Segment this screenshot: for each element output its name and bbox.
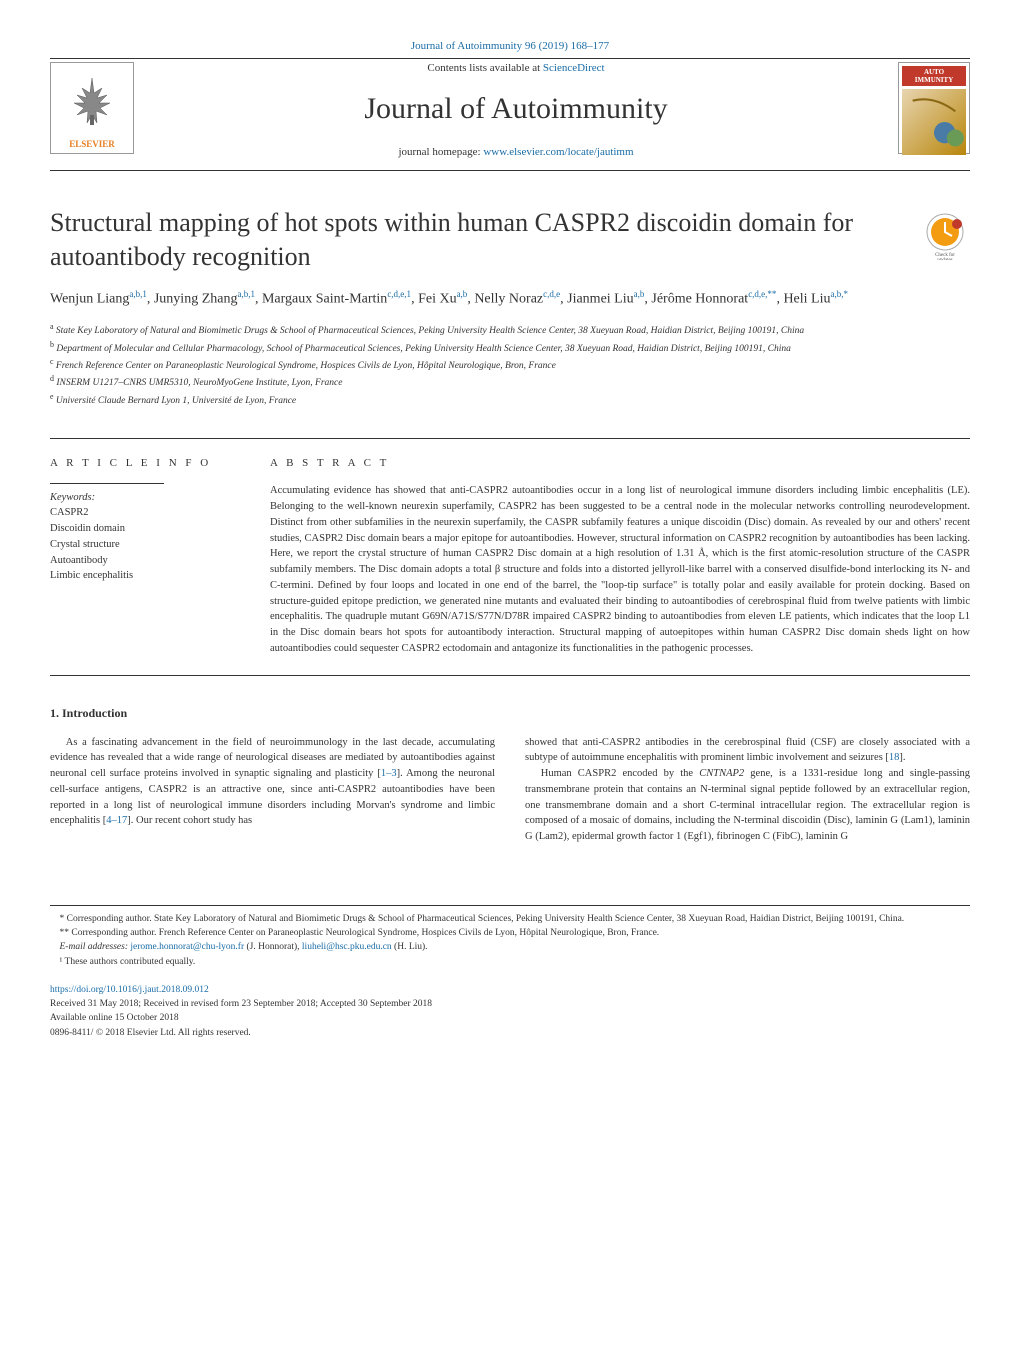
introduction-heading: 1. Introduction <box>50 706 970 721</box>
abstract-column: A B S T R A C T Accumulating evidence ha… <box>270 457 970 656</box>
contents-prefix: Contents lists available at <box>427 62 542 74</box>
affiliation-c: c French Reference Center on Paraneoplas… <box>50 356 970 373</box>
affiliations: a State Key Laboratory of Natural and Bi… <box>50 321 970 408</box>
intro-columns: As a fascinating advancement in the fiel… <box>50 735 970 845</box>
equal-contribution-note: ¹ These authors contributed equally. <box>50 955 970 969</box>
authors-line: Wenjun Lianga,b,1, Junying Zhanga,b,1, M… <box>50 288 970 310</box>
journal-citation[interactable]: Journal of Autoimmunity 96 (2019) 168–17… <box>50 40 970 52</box>
homepage-prefix: journal homepage: <box>398 146 483 158</box>
corresponding-author-2: ** Corresponding author. French Referenc… <box>50 926 970 940</box>
publisher-name: ELSEVIER <box>69 139 115 149</box>
check-updates-icon[interactable]: Check for updates <box>920 210 970 260</box>
email-name-2: (H. Liu). <box>392 942 428 952</box>
publisher-logo[interactable]: ELSEVIER <box>50 62 134 154</box>
email-link-2[interactable]: liuheli@hsc.pku.edu.cn <box>302 942 392 952</box>
email-link-1[interactable]: jerome.honnorat@chu-lyon.fr <box>130 942 244 952</box>
article-info-column: A R T I C L E I N F O Keywords: CASPR2Di… <box>50 457 270 656</box>
footer-bottom: https://doi.org/10.1016/j.jaut.2018.09.0… <box>50 983 970 1040</box>
cover-graphic-icon <box>902 89 966 155</box>
keywords-label: Keywords: <box>50 492 240 503</box>
footer-notes: * Corresponding author. State Key Labora… <box>50 905 970 969</box>
svg-text:updates: updates <box>937 258 952 260</box>
info-rule <box>50 483 164 484</box>
header-row: ELSEVIER Contents lists available at Sci… <box>50 62 970 171</box>
header-center: Contents lists available at ScienceDirec… <box>134 62 898 158</box>
cover-title: AUTO IMMUNITY <box>902 66 966 86</box>
available-online: Available online 15 October 2018 <box>50 1011 970 1025</box>
dates-line: Received 31 May 2018; Received in revise… <box>50 997 970 1011</box>
affiliation-e: e Université Claude Bernard Lyon 1, Univ… <box>50 391 970 408</box>
email-name-1: (J. Honnorat), <box>244 942 302 952</box>
elsevier-tree-icon <box>62 67 122 139</box>
sciencedirect-link[interactable]: ScienceDirect <box>543 62 605 74</box>
header-rule <box>50 58 970 59</box>
affiliation-a: a State Key Laboratory of Natural and Bi… <box>50 321 970 338</box>
emails-prefix: E-mail addresses: <box>60 942 131 952</box>
affiliation-b: b Department of Molecular and Cellular P… <box>50 339 970 356</box>
journal-cover[interactable]: AUTO IMMUNITY <box>898 62 970 154</box>
intro-column-right: showed that anti-CASPR2 antibodies in th… <box>525 735 970 845</box>
introduction-section: 1. Introduction As a fascinating advance… <box>50 706 970 845</box>
contents-line: Contents lists available at ScienceDirec… <box>154 62 878 74</box>
intro-column-left: As a fascinating advancement in the fiel… <box>50 735 495 845</box>
affiliation-d: d INSERM U1217–CNRS UMR5310, NeuroMyoGen… <box>50 373 970 390</box>
email-addresses: E-mail addresses: jerome.honnorat@chu-ly… <box>50 940 970 954</box>
abstract-heading: A B S T R A C T <box>270 457 970 469</box>
homepage-link[interactable]: www.elsevier.com/locate/jautimm <box>483 146 633 158</box>
keywords-list: CASPR2Discoidin domainCrystal structureA… <box>50 505 240 584</box>
corresponding-author-1: * Corresponding author. State Key Labora… <box>50 912 970 926</box>
doi-link[interactable]: https://doi.org/10.1016/j.jaut.2018.09.0… <box>50 985 209 995</box>
article-info-heading: A R T I C L E I N F O <box>50 457 240 469</box>
journal-name: Journal of Autoimmunity <box>154 92 878 126</box>
homepage-line: journal homepage: www.elsevier.com/locat… <box>154 146 878 158</box>
abstract-text: Accumulating evidence has showed that an… <box>270 483 970 656</box>
info-abstract-row: A R T I C L E I N F O Keywords: CASPR2Di… <box>50 438 970 675</box>
copyright-line: 0896-8411/ © 2018 Elsevier Ltd. All righ… <box>50 1026 970 1040</box>
article-title: Structural mapping of hot spots within h… <box>50 206 900 274</box>
title-row: Structural mapping of hot spots within h… <box>50 206 970 274</box>
